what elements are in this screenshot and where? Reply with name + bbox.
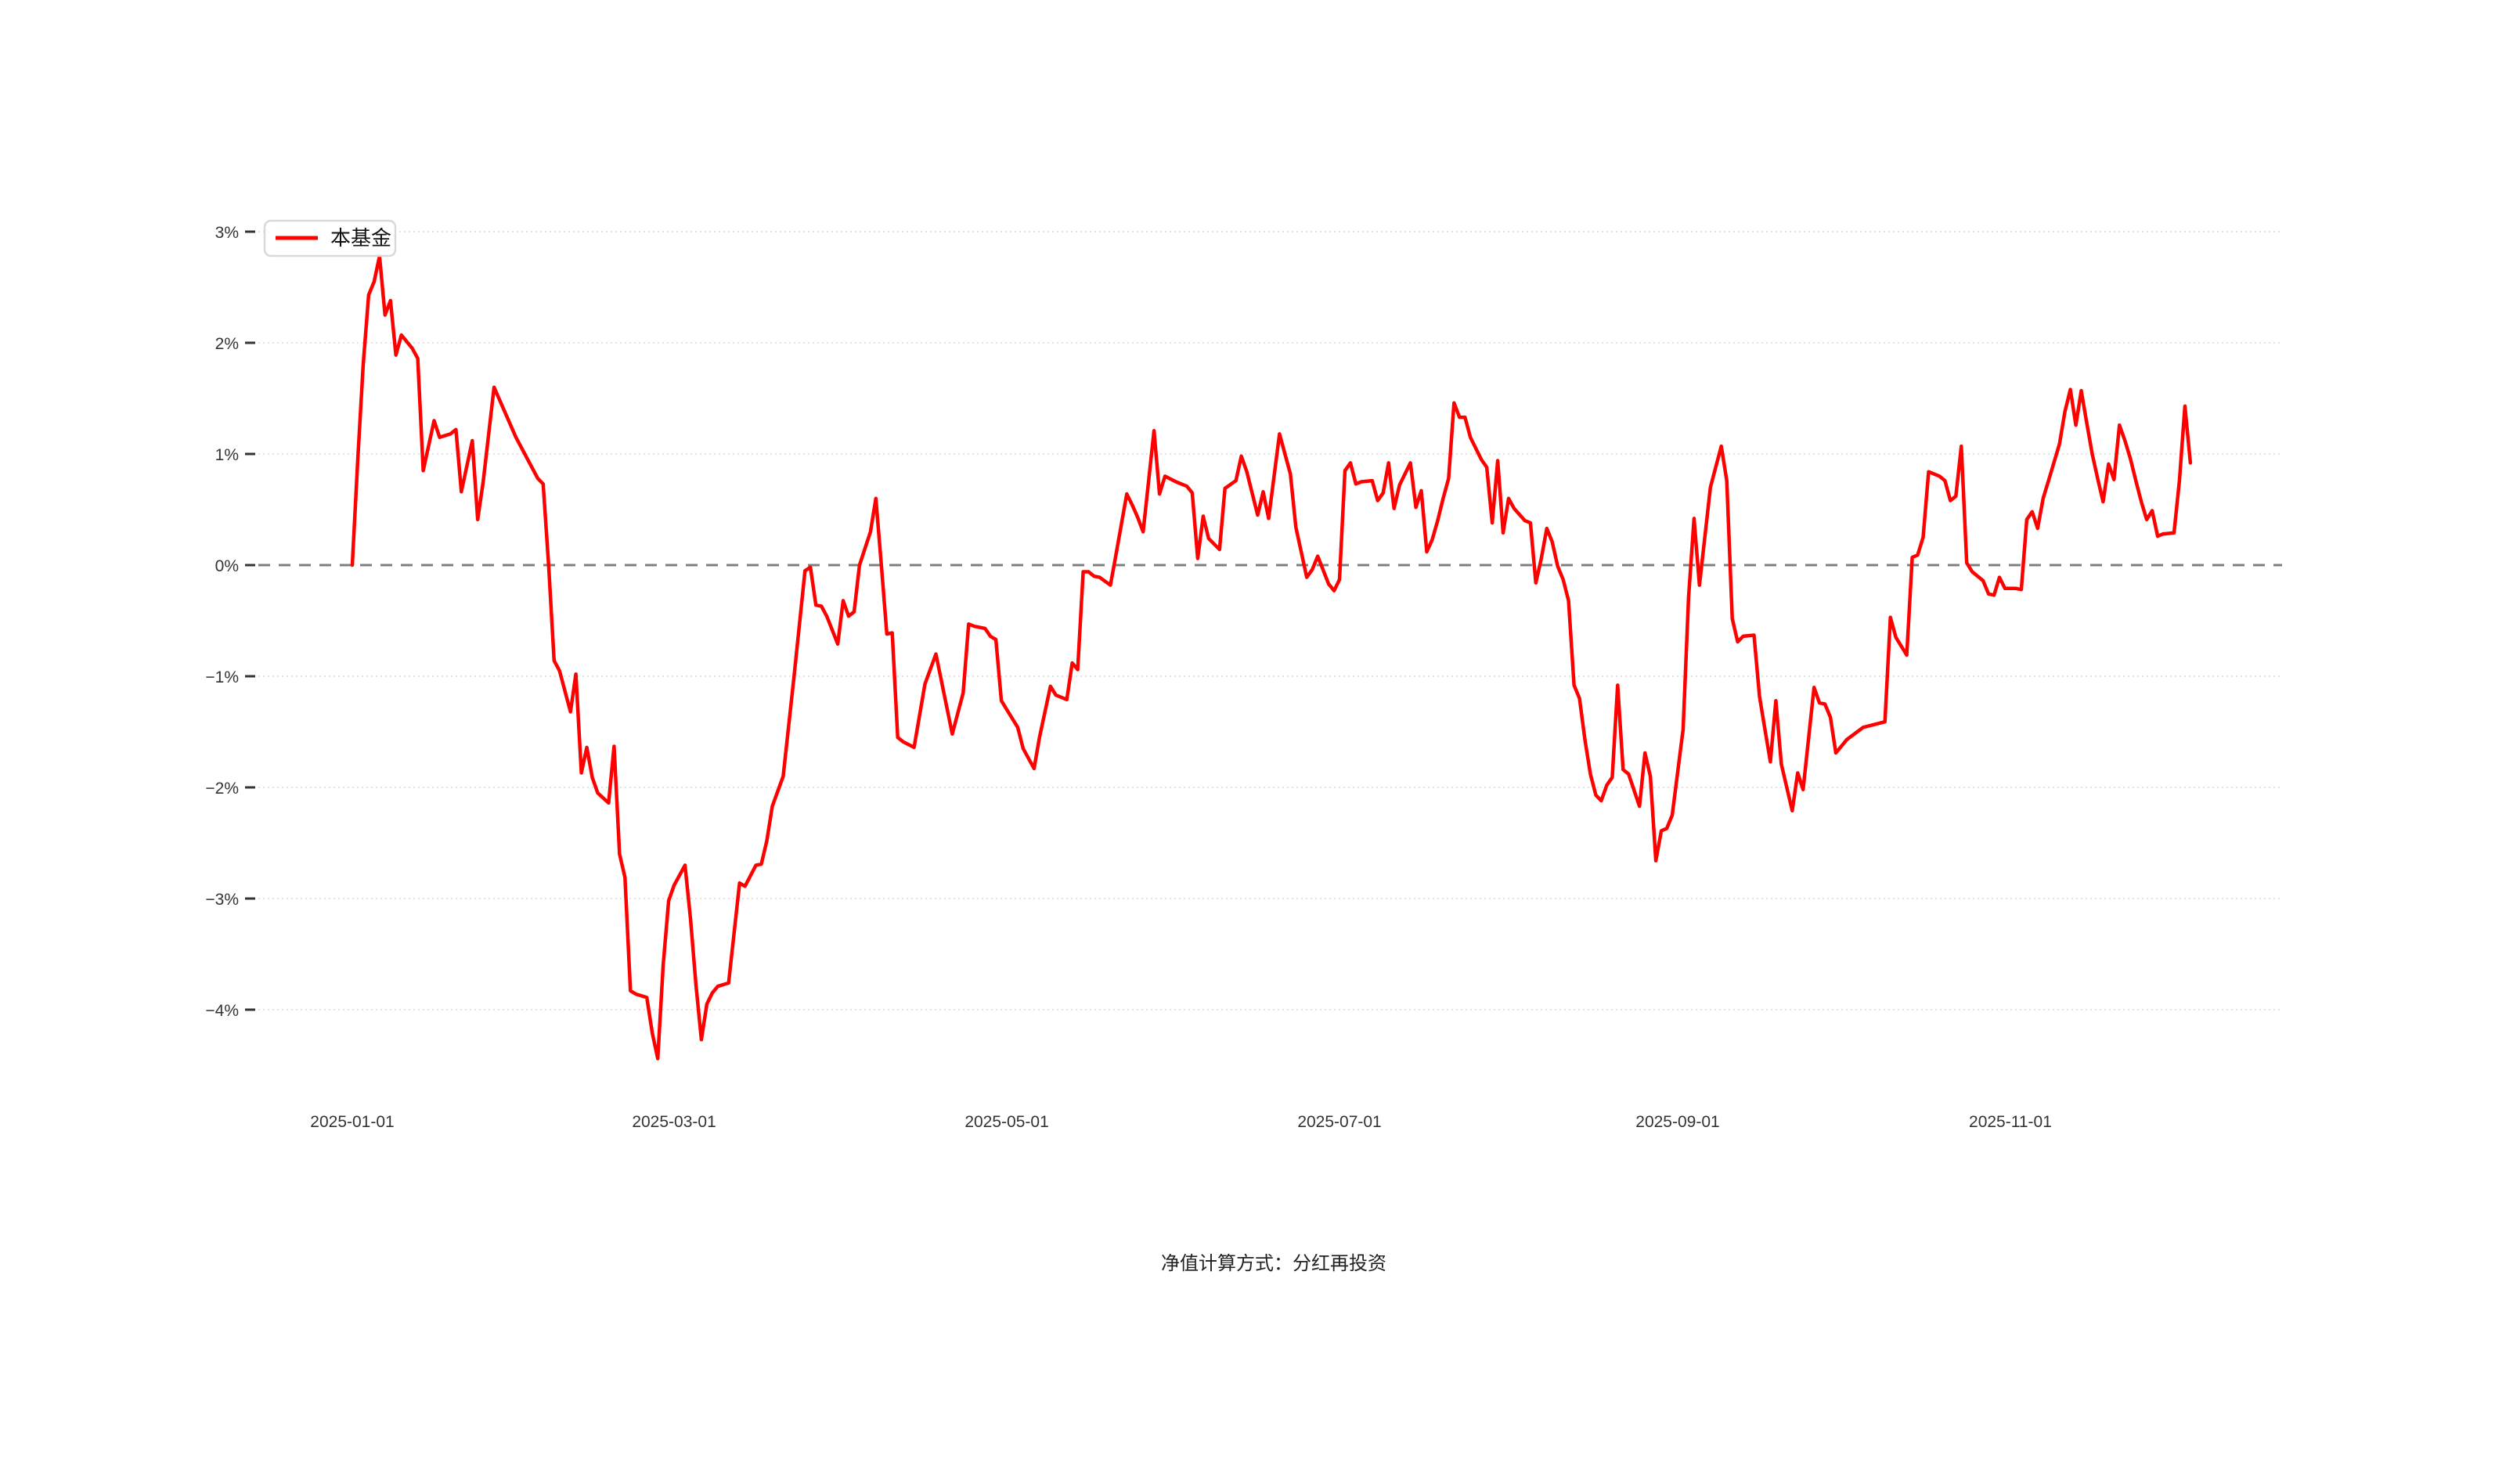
grid-lines [258,231,2282,1010]
y-tick-label: 1% [215,446,239,464]
y-axis: 3% 2% 1% 0% −1% −2% −3% −4% [205,224,255,1020]
x-tick-label: 2025-03-01 [632,1113,716,1131]
x-tick-label: 2025-09-01 [1635,1113,1719,1131]
legend-box [263,219,397,258]
y-tick-label: −1% [205,668,239,686]
x-tick-label: 2025-11-01 [1969,1113,2052,1131]
y-tick-label: −2% [205,780,239,798]
series-group [350,254,2193,1061]
y-tick-label: 2% [215,335,239,353]
legend[interactable]: 本基金 [263,219,397,258]
y-tick-label: 3% [215,224,239,242]
legend-label: 本基金 [330,226,391,250]
y-tick-label: 0% [215,557,239,575]
x-tick-label: 2025-07-01 [1297,1113,1381,1131]
x-tick-label: 2025-01-01 [310,1113,394,1131]
y-tick-label: −4% [205,1002,239,1020]
footer-note: 净值计算方式：分红再投资 [1161,1253,1386,1274]
x-tick-label: 2025-05-01 [964,1113,1048,1131]
y-tick-label: −3% [205,891,239,909]
fund-series-line [350,254,2193,1061]
x-axis: 2025-01-01 2025-03-01 2025-05-01 2025-07-01… [310,1113,2052,1131]
